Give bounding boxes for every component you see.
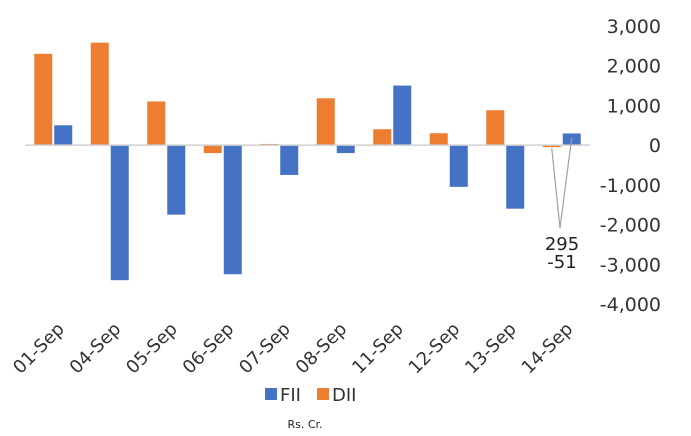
bar-dii-12-Sep [429, 133, 448, 146]
bar-fii-08-Sep [336, 145, 355, 154]
bars-group [34, 42, 581, 281]
x-tick-label: 11-Sep [348, 319, 408, 379]
annotation-leaders [551, 137, 573, 229]
bar-fii-11-Sep [393, 85, 412, 146]
annotation-leader-fii [559, 137, 573, 229]
x-tick-label: 05-Sep [122, 319, 182, 379]
bar-dii-13-Sep [486, 110, 505, 146]
annotation-fii-value: 295 [545, 234, 579, 255]
y-tick-label: -4,000 [600, 294, 661, 316]
y-axis-ticks: 3,000 2,000 1,000 0 -1,000 -2,000 -3,000 -4,000 [600, 16, 661, 316]
legend-label-fii: FII [280, 385, 301, 406]
bar-dii-14-Sep [542, 145, 561, 148]
bar-fii-06-Sep [223, 145, 242, 275]
x-tick-label: 01-Sep [9, 319, 69, 379]
bar-dii-04-Sep [90, 42, 109, 146]
bar-fii-01-Sep [54, 125, 73, 146]
x-tick-label: 13-Sep [461, 319, 521, 379]
annotation-leader-dii [551, 148, 561, 229]
annotations: 295-51 [545, 234, 579, 273]
bar-fii-12-Sep [449, 145, 468, 187]
y-tick-label: -3,000 [600, 254, 661, 276]
bar-dii-08-Sep [316, 98, 335, 146]
y-tick-label: -1,000 [600, 175, 661, 197]
annotation-dii-value: -51 [547, 252, 576, 273]
x-tick-label: 14-Sep [518, 319, 578, 379]
x-axis-label: Rs. Cr. [287, 418, 322, 431]
y-tick-label: 1,000 [607, 95, 661, 117]
x-tick-label: 06-Sep [179, 319, 239, 379]
bar-fii-04-Sep [110, 145, 129, 281]
legend: FII DII [265, 385, 356, 406]
bar-fii-07-Sep [280, 145, 299, 175]
bar-dii-01-Sep [34, 53, 53, 146]
bar-dii-11-Sep [373, 129, 392, 146]
y-tick-label: 2,000 [607, 56, 661, 78]
x-tick-label: 12-Sep [405, 319, 465, 379]
legend-label-dii: DII [332, 385, 356, 406]
y-tick-label: -2,000 [600, 215, 661, 237]
bar-dii-06-Sep [203, 145, 222, 154]
bar-dii-05-Sep [147, 101, 166, 146]
bar-fii-05-Sep [167, 145, 186, 215]
y-tick-label: 3,000 [607, 16, 661, 38]
x-tick-label: 04-Sep [66, 319, 126, 379]
legend-swatch-dii [317, 388, 329, 400]
x-tick-label: 07-Sep [235, 319, 295, 379]
legend-swatch-fii [265, 388, 277, 400]
x-axis-ticks: 01-Sep04-Sep05-Sep06-Sep07-Sep08-Sep11-S… [9, 319, 577, 379]
x-tick-label: 08-Sep [292, 319, 352, 379]
y-tick-label: 0 [649, 135, 661, 157]
bar-fii-13-Sep [506, 145, 525, 209]
